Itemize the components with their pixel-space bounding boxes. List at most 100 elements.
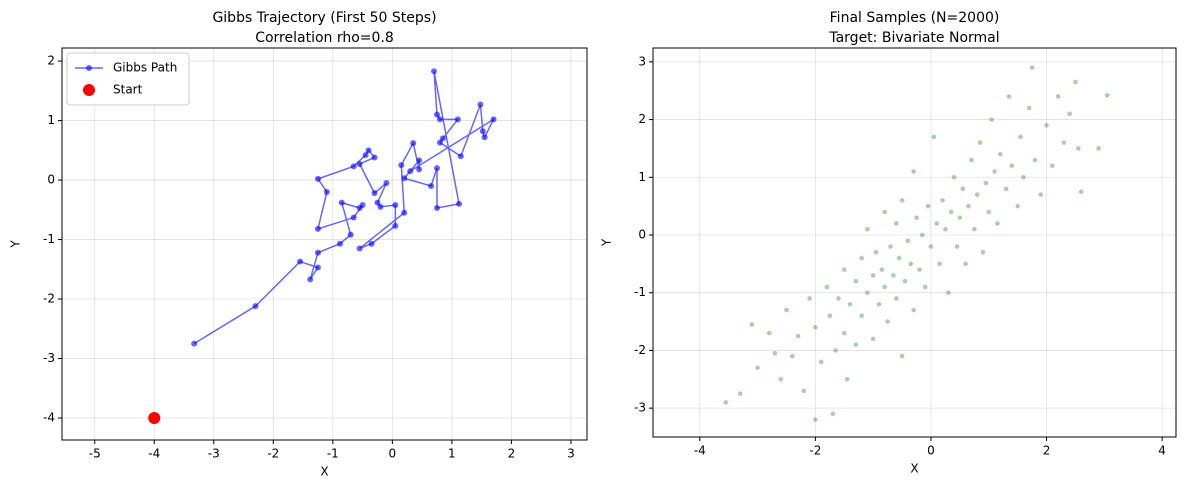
x-tick-label: 3 — [567, 447, 575, 461]
sample-point — [847, 301, 853, 307]
y-tick-label: -3 — [634, 401, 646, 415]
sample-point — [920, 232, 925, 238]
trajectory-point — [383, 180, 390, 187]
sample-point — [873, 250, 879, 255]
sample-point — [1015, 203, 1020, 209]
sample-point — [905, 238, 911, 244]
sample-point — [1055, 94, 1061, 99]
subplot: Gibbs Trajectory (First 50 Steps) Correla… — [9, 10, 588, 479]
sample-point — [998, 151, 1003, 157]
sample-point — [960, 186, 966, 192]
sample-point — [778, 376, 784, 382]
legend-marker — [86, 65, 92, 71]
sample-point — [922, 284, 928, 290]
chart-title: Gibbs Trajectory (First 50 Steps) — [212, 10, 436, 26]
trajectory-point — [350, 214, 357, 221]
sample-point — [833, 348, 838, 353]
sample-point — [951, 174, 957, 180]
trajectory-point — [416, 166, 423, 173]
sample-point — [876, 301, 882, 307]
trajectory-point — [347, 231, 354, 238]
sample-point — [723, 400, 729, 405]
sample-point — [853, 342, 859, 347]
sample-point — [1044, 123, 1049, 128]
sample-point — [870, 273, 876, 278]
y-tick-label: -4 — [43, 410, 55, 424]
trajectory-point — [401, 209, 408, 216]
trajectory-point — [371, 190, 378, 197]
sample-point — [865, 290, 870, 296]
x-tick-label: -4 — [694, 444, 706, 458]
sample-point — [813, 417, 818, 422]
y-tick-label: -1 — [634, 285, 646, 299]
sample-point — [807, 296, 812, 301]
y-tick-label: -3 — [43, 351, 55, 365]
trajectory-point — [457, 153, 464, 160]
sample-point — [911, 169, 916, 174]
sample-point — [888, 244, 893, 249]
sample-point — [772, 351, 778, 356]
sample-point — [969, 157, 974, 163]
trajectory-point — [410, 140, 417, 147]
sample-point — [1050, 163, 1055, 169]
sample-point — [893, 221, 899, 226]
trajectory-point — [392, 202, 399, 209]
y-axis-label: Y — [600, 238, 614, 247]
sample-point — [827, 313, 833, 319]
sample-point — [784, 307, 789, 313]
sample-point — [931, 134, 937, 140]
sample-point — [1003, 186, 1009, 192]
trajectory-point — [338, 199, 345, 206]
sample-point — [977, 140, 983, 145]
sample-point — [908, 261, 914, 267]
trajectory-point — [398, 162, 405, 169]
trajectory-point — [456, 200, 463, 207]
sample-point — [1026, 105, 1032, 111]
trajectory-point — [336, 240, 343, 247]
sample-point — [789, 353, 795, 359]
sample-point — [870, 336, 876, 342]
axes-frame — [61, 47, 588, 441]
sample-point — [885, 319, 890, 324]
trajectory-point — [434, 205, 440, 212]
y-tick-label: 2 — [638, 112, 646, 126]
sample-point — [865, 226, 870, 232]
sample-point — [925, 203, 931, 209]
chart-subtitle: Correlation rho=0.8 — [255, 30, 394, 46]
sample-point — [1018, 134, 1023, 140]
trajectory-point — [252, 303, 259, 310]
sample-point — [934, 221, 940, 226]
sample-point — [974, 192, 980, 197]
axes-frame — [652, 47, 1177, 438]
sample-point — [954, 244, 960, 249]
x-tick-label: -3 — [208, 447, 220, 461]
sample-point — [902, 278, 908, 284]
sample-point — [1067, 111, 1072, 117]
sample-point — [853, 278, 859, 284]
trajectory-point — [359, 202, 366, 209]
sample-point — [1078, 189, 1084, 195]
sample-point — [948, 209, 954, 215]
sample-point — [972, 226, 977, 232]
sample-point — [841, 330, 847, 336]
trajectory-point — [392, 222, 399, 229]
sample-point — [992, 169, 997, 174]
sample-point — [1061, 140, 1067, 145]
sample-point — [957, 215, 963, 220]
trajectory-point — [314, 264, 321, 271]
sample-point — [1021, 174, 1026, 180]
sample-point — [1073, 79, 1078, 85]
trajectory-point — [314, 249, 321, 256]
sample-point — [989, 117, 994, 122]
sample-point — [983, 180, 989, 186]
trajectory-point — [431, 68, 438, 75]
sample-point — [1009, 163, 1015, 169]
sample-point — [882, 284, 888, 290]
sample-point — [755, 365, 760, 371]
trajectory-point — [416, 157, 423, 164]
sample-point — [928, 244, 934, 249]
x-tick-label: 0 — [389, 447, 397, 461]
y-tick-label: 3 — [638, 54, 646, 68]
